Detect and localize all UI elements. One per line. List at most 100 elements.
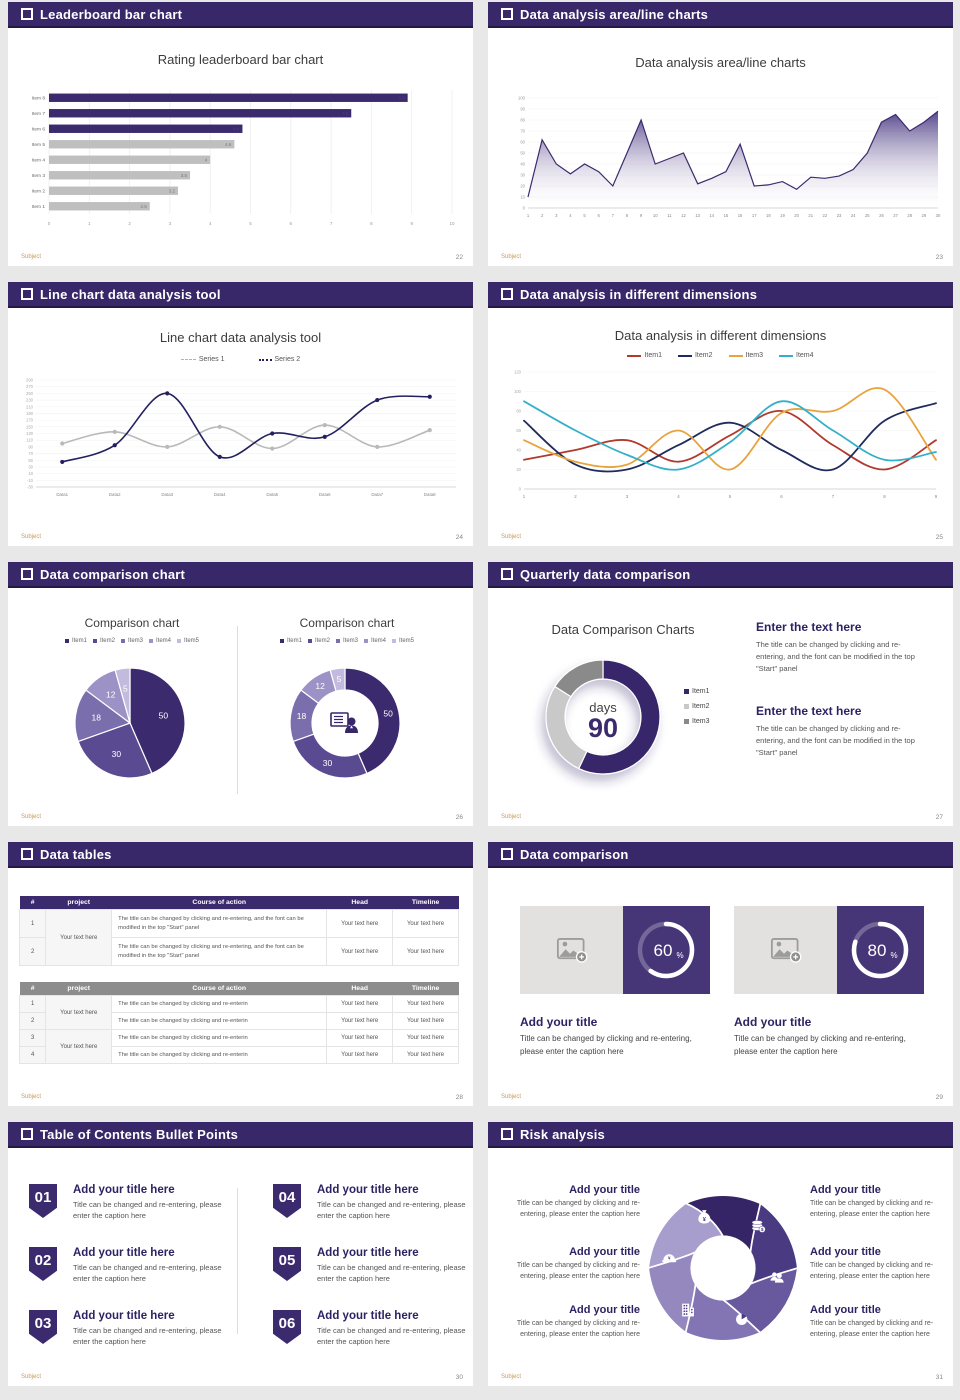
number-badge: 03 xyxy=(29,1310,57,1344)
brand-logo: Subject xyxy=(21,1094,42,1100)
slide-header-title: Data comparison chart xyxy=(40,566,186,582)
slide-leaderboard-bar-chart[interactable]: Leaderboard bar chart Rating leaderboard… xyxy=(8,2,473,266)
square-marker-icon xyxy=(279,639,284,643)
slide-data-tables[interactable]: Data tables # project Course of action H… xyxy=(8,842,473,1106)
brand-logo: Subject xyxy=(501,1374,522,1380)
table-row: 1 Your text here The title can be change… xyxy=(18,995,459,1030)
panel-divider xyxy=(237,626,238,794)
image-placeholder xyxy=(520,906,623,994)
slide-header: Data analysis area/line charts xyxy=(488,2,953,28)
col-header: project xyxy=(45,982,112,996)
svg-text:2: 2 xyxy=(541,213,544,218)
money-bag-icon: ¥ xyxy=(698,1210,711,1224)
slide-data-comparison[interactable]: Data comparison 60% Add your title Title… xyxy=(488,842,953,1106)
legend-item: Item4 xyxy=(364,638,386,644)
toc-caption: Title can be changed and re-entering, pl… xyxy=(317,1326,466,1347)
svg-text:Item 4: Item 4 xyxy=(32,158,46,164)
svg-text:%: % xyxy=(890,951,897,960)
svg-text:5: 5 xyxy=(123,684,128,694)
risk-caption: Title can be changed by clicking and re-… xyxy=(810,1262,934,1280)
svg-text:10: 10 xyxy=(653,213,658,218)
line-marker-icon xyxy=(627,354,642,357)
slide-dimensions-line-chart[interactable]: Data analysis in different dimensions Da… xyxy=(488,282,953,546)
risk-title: Add your title xyxy=(810,1184,881,1196)
svg-text:120: 120 xyxy=(514,370,522,375)
toc-item[interactable]: 02 Add your title here Title can be chang… xyxy=(29,1247,229,1285)
slide-header-title: Leaderboard bar chart xyxy=(40,6,183,22)
svg-text:3.5: 3.5 xyxy=(181,173,188,178)
square-marker-icon xyxy=(684,719,689,724)
cell-num: 2 xyxy=(18,937,47,966)
pie-chart-icon xyxy=(736,1313,748,1325)
risk-title: Add your title xyxy=(810,1246,881,1258)
svg-text:12: 12 xyxy=(106,689,116,699)
svg-text:-30: -30 xyxy=(27,485,34,490)
comparison-pie-chart: 50 30 18 12 5 xyxy=(74,667,186,779)
toc-item[interactable]: 05 Add your title here Title can be chang… xyxy=(273,1247,473,1285)
multi-series-line-chart: 0 20 40 60 80 100 120 1 2 3 4 5 6 7 8 9 xyxy=(514,370,938,500)
header-bullet-icon xyxy=(501,848,513,860)
dashed-line-marker-icon xyxy=(180,359,196,360)
number-badge: 05 xyxy=(273,1247,301,1281)
svg-text:28: 28 xyxy=(907,213,912,218)
toc-caption: Title can be changed and re-entering, pl… xyxy=(73,1200,222,1221)
toc-caption: Title can be changed and re-entering, pl… xyxy=(317,1263,466,1284)
svg-text:8: 8 xyxy=(370,221,373,226)
chart-title: Data Comparison Charts xyxy=(551,622,695,637)
legend-item: Item2 xyxy=(92,638,115,644)
svg-text:40: 40 xyxy=(516,448,521,453)
svg-text:30: 30 xyxy=(28,464,33,469)
square-marker-icon xyxy=(177,639,182,643)
comparison-card: 80% Add your title Title can be changed … xyxy=(734,906,924,1059)
toc-item[interactable]: 04 Add your title here Title can be chang… xyxy=(273,1184,473,1222)
svg-text:50: 50 xyxy=(159,711,169,721)
svg-text:50: 50 xyxy=(383,709,393,719)
slide-header: Quarterly data comparison xyxy=(488,562,953,588)
chart-title: Data analysis in different dimensions xyxy=(614,328,827,343)
svg-text:4: 4 xyxy=(677,494,680,499)
slide-header: Line chart data analysis tool xyxy=(8,282,473,308)
svg-text:4: 4 xyxy=(569,213,572,218)
slide-table-of-contents[interactable]: Table of Contents Bullet Points 01 Add y… xyxy=(8,1122,473,1386)
svg-text:8: 8 xyxy=(883,494,886,499)
page-number: 22 xyxy=(455,254,463,261)
svg-text:30: 30 xyxy=(520,173,525,178)
slide-risk-analysis[interactable]: Risk analysis ¥ $ ¥ Add your title Title ca… xyxy=(488,1122,953,1386)
svg-text:30: 30 xyxy=(323,758,333,768)
svg-text:100: 100 xyxy=(514,389,522,394)
svg-text:11: 11 xyxy=(667,213,672,218)
cell-head: Your text here xyxy=(326,909,394,938)
svg-text:20: 20 xyxy=(516,467,521,472)
cell-head: Your text here xyxy=(326,1046,394,1064)
svg-text:8: 8 xyxy=(626,213,629,218)
pie-legend: Item1 Item2 Item3 Item4 Item5 xyxy=(22,638,242,644)
svg-text:18: 18 xyxy=(92,712,102,722)
slide-quarterly-data-comparison[interactable]: Quarterly data comparison Data Compariso… xyxy=(488,562,953,826)
cell-timeline: Your text here xyxy=(392,1046,459,1064)
svg-text:8.9: 8.9 xyxy=(398,96,405,101)
svg-text:50: 50 xyxy=(28,458,33,463)
svg-text:1: 1 xyxy=(88,221,91,226)
svg-text:29: 29 xyxy=(922,213,927,218)
cell-project: Your text here xyxy=(45,995,113,1030)
slide-line-chart-tool[interactable]: Line chart data analysis tool Line chart… xyxy=(8,282,473,546)
toc-item[interactable]: 03 Add your title here Title can be chang… xyxy=(29,1310,229,1348)
risk-block: Add your title Title can be changed by cl… xyxy=(500,1184,640,1221)
slide-data-comparison-chart[interactable]: Data comparison chart Comparison chart C… xyxy=(8,562,473,826)
toc-item[interactable]: 01 Add your title here Title can be chang… xyxy=(29,1184,229,1222)
toc-item[interactable]: 06 Add your title here Title can be chang… xyxy=(273,1310,473,1348)
slide-header: Risk analysis xyxy=(488,1122,953,1148)
number-badge: 06 xyxy=(273,1310,301,1344)
donut-legend: Item1 Item2 Item3 xyxy=(684,688,710,733)
donut-legend: Item1 Item2 Item3 Item4 Item5 xyxy=(237,638,457,644)
svg-text:10: 10 xyxy=(28,471,33,476)
risk-title: Add your title xyxy=(569,1184,640,1196)
svg-text:40: 40 xyxy=(520,162,525,167)
svg-text:Item 6: Item 6 xyxy=(32,127,46,133)
header-bullet-icon xyxy=(21,568,33,580)
risk-caption: Title can be changed by clicking and re-… xyxy=(516,1262,640,1280)
progress-ring-80: 80% xyxy=(851,921,909,979)
svg-text:22: 22 xyxy=(823,213,828,218)
slide-area-line-charts[interactable]: Data analysis area/line charts Data anal… xyxy=(488,2,953,266)
header-bullet-icon xyxy=(21,848,33,860)
